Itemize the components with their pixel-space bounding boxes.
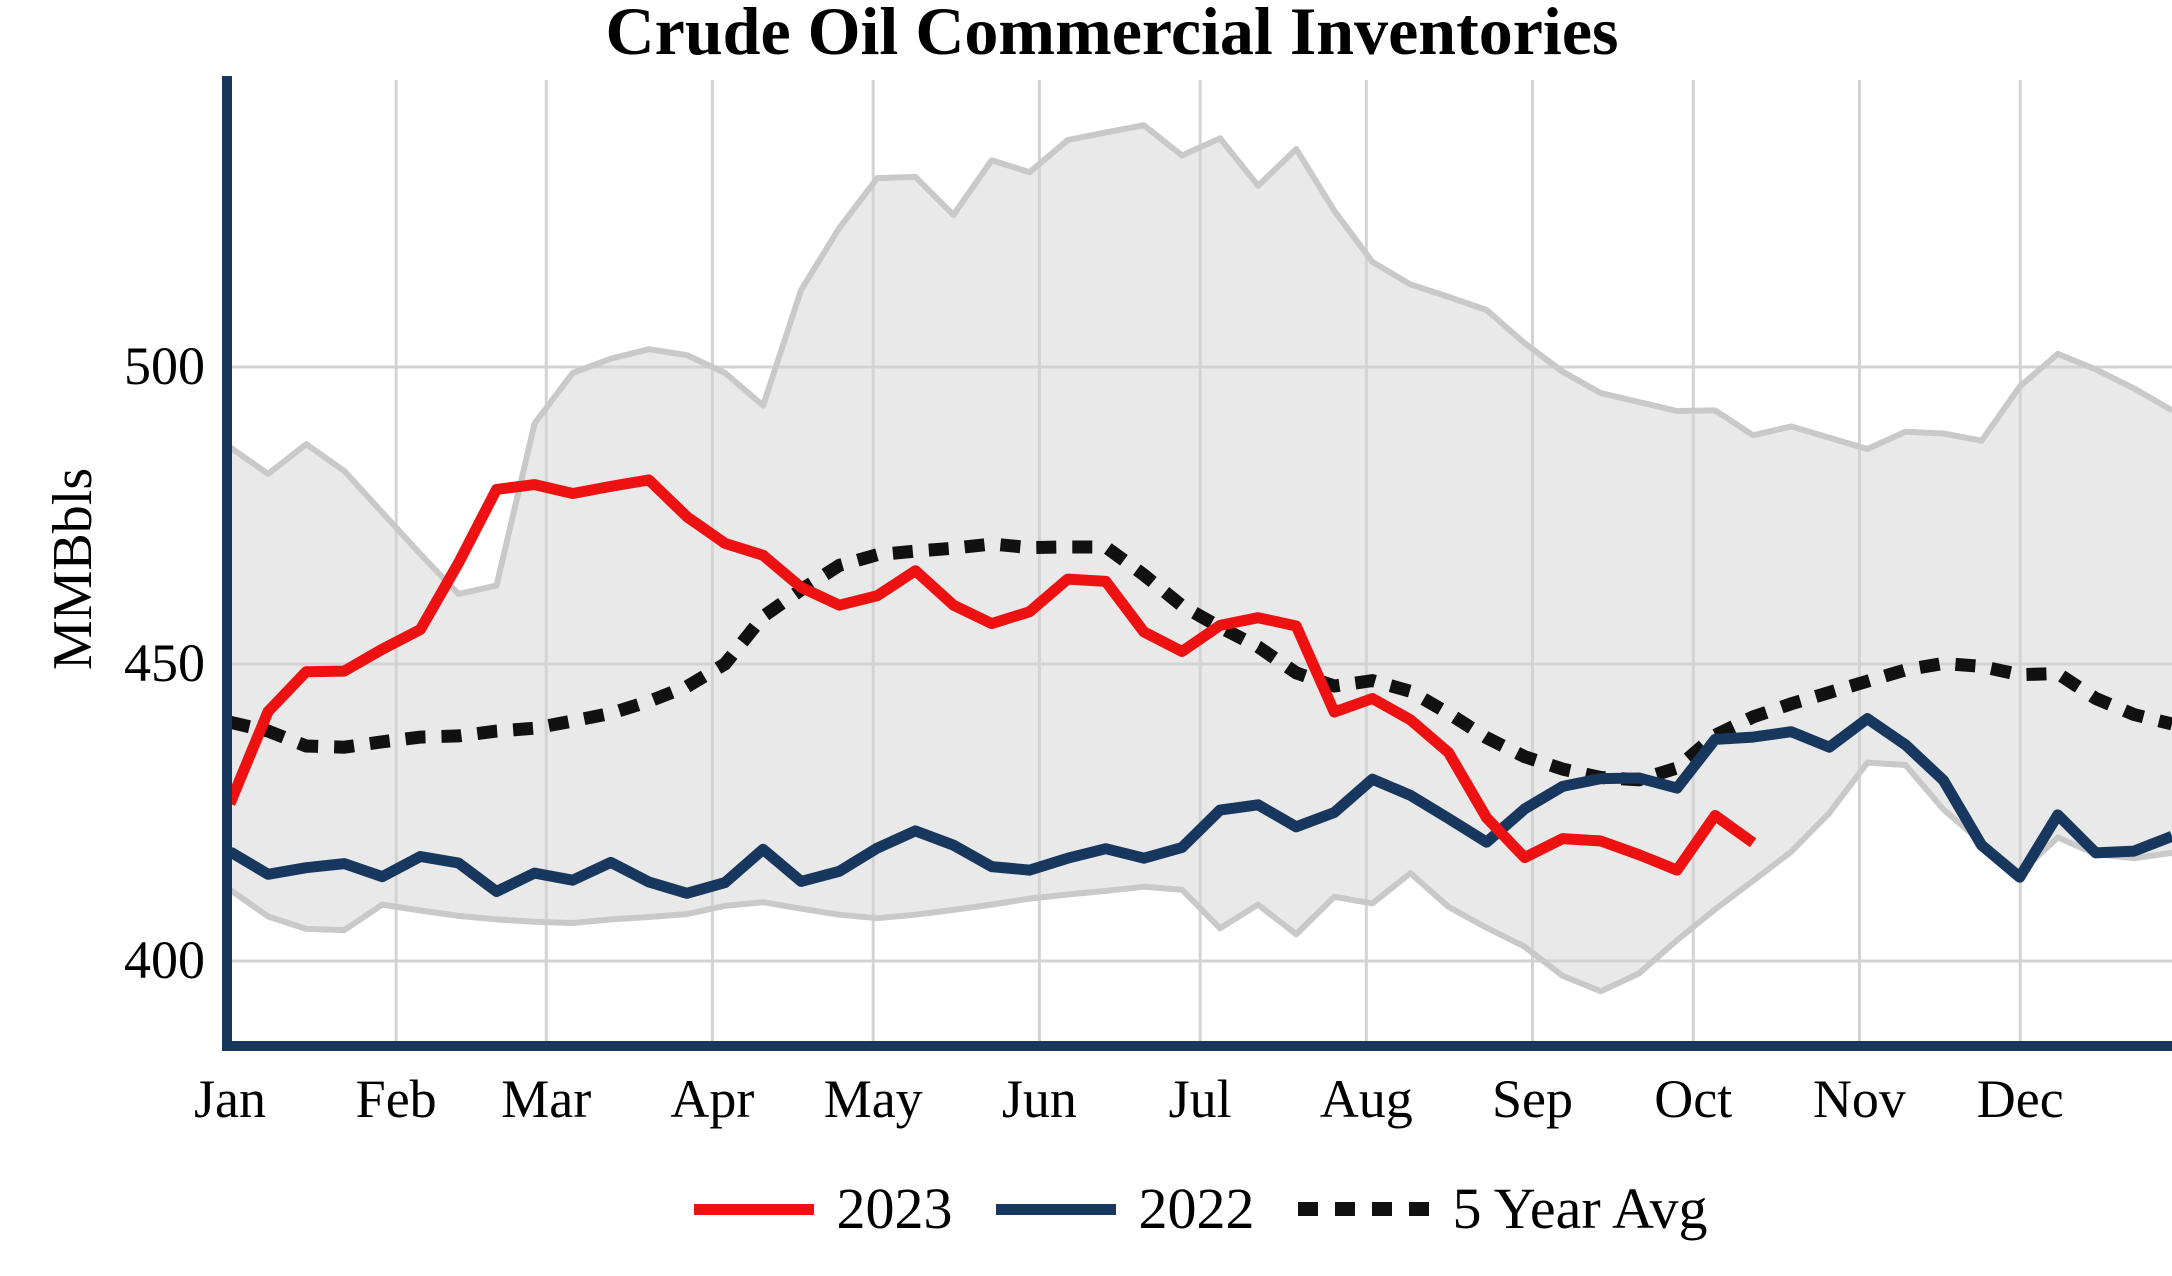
band-lower-edge (228, 759, 2172, 995)
x-tick-label-nov: Nov (1812, 1069, 1906, 1129)
x-tick-label-jun: Jun (1001, 1069, 1077, 1129)
x-tick-label-feb: Feb (355, 1069, 437, 1129)
x-tick-label-oct: Oct (1654, 1069, 1733, 1129)
band-upper-edge (228, 122, 2172, 597)
legend-item-5-year-avg: 5 Year Avg (1298, 1176, 1708, 1241)
series-2022-line (227, 713, 2172, 899)
legend-line-swatch-icon (694, 1203, 815, 1215)
x-tick-label-jul: Jul (1168, 1069, 1232, 1129)
x-tick-label-dec: Dec (1976, 1069, 2064, 1129)
x-tick-label-aug: Aug (1319, 1069, 1413, 1129)
y-tick-label: 400 (124, 930, 205, 990)
series-5yr-avg-line (228, 537, 2172, 787)
x-tick-label-may: May (823, 1069, 923, 1129)
x-tick-label-mar: Mar (501, 1069, 592, 1129)
legend-item-2023: 2023 (694, 1178, 952, 1240)
chart-title: Crude Oil Commercial Inventories (605, 0, 1619, 69)
legend-label: 2022 (1138, 1176, 1255, 1241)
x-tick-label-apr: Apr (670, 1069, 755, 1129)
y-tick-label: 500 (124, 336, 205, 396)
legend-label: 5 Year Avg (1452, 1176, 1708, 1241)
legend-label: 2023 (836, 1176, 953, 1241)
legend-line-swatch-icon (996, 1203, 1117, 1215)
x-tick-label-sep: Sep (1491, 1069, 1573, 1129)
y-tick-label: 450 (124, 633, 205, 693)
legend-item-2022: 2022 (996, 1178, 1254, 1240)
legend-dotted-swatch-icon (1298, 1202, 1431, 1216)
legend: 2023 2022 5 Year Avg (230, 1178, 2172, 1240)
series-2023-line (224, 474, 1757, 876)
x-tick-label-jan: Jan (194, 1069, 266, 1129)
